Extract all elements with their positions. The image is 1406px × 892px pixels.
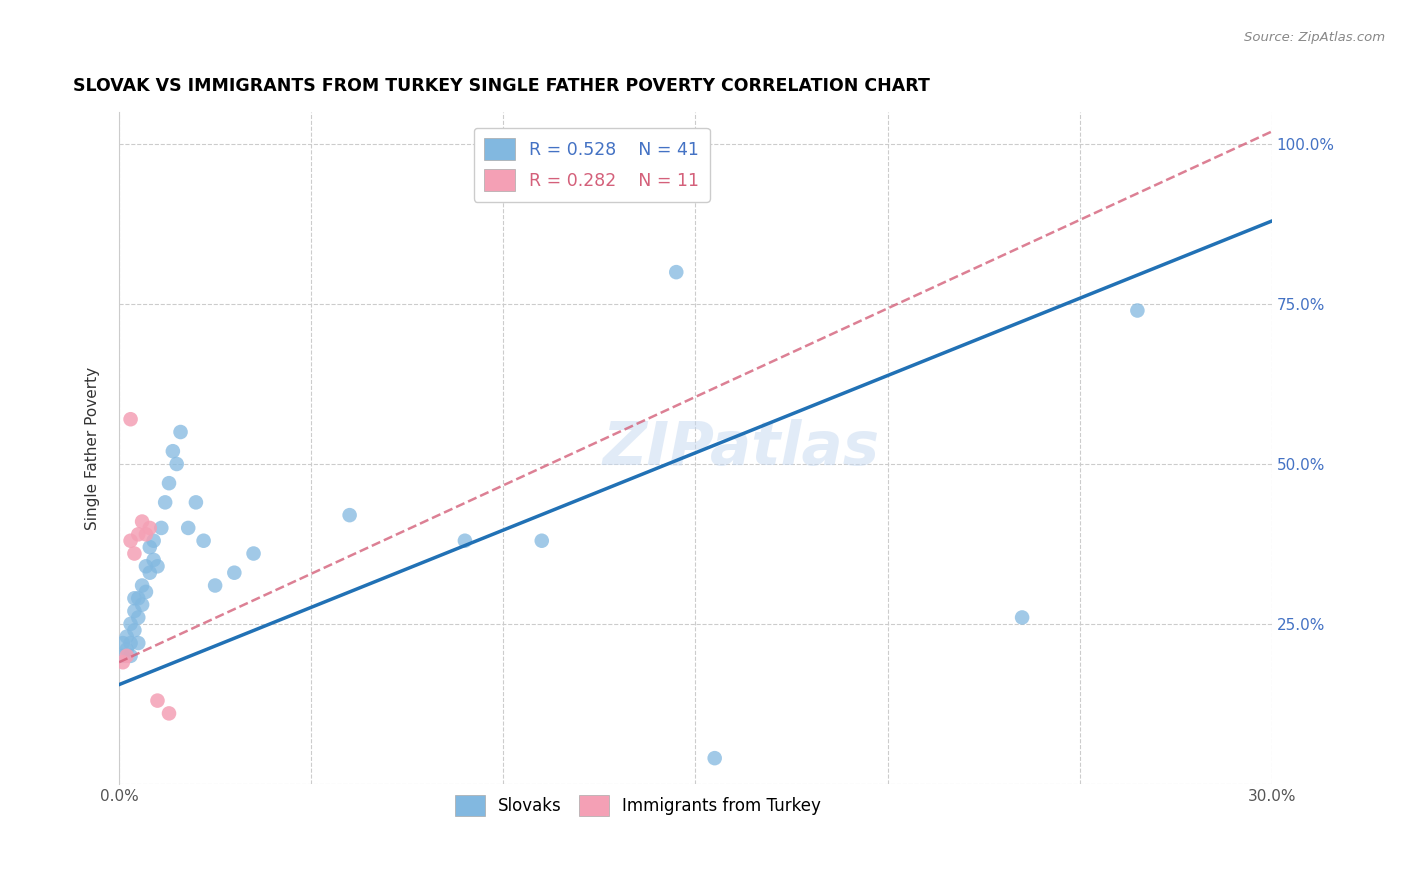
Point (665, 265, 688, 279)
Point (115, 630, 138, 644)
Point (127, 527, 149, 541)
Point (135, 585, 157, 599)
Point (184, 495, 207, 509)
Point (454, 533, 477, 548)
Point (162, 444, 184, 458)
Point (157, 706, 180, 721)
Point (111, 636, 134, 650)
Point (530, 533, 553, 548)
Point (120, 616, 142, 631)
Point (193, 533, 215, 548)
Point (120, 412, 142, 426)
Point (146, 693, 169, 707)
Y-axis label: Single Father Poverty: Single Father Poverty (86, 367, 100, 530)
Point (153, 495, 176, 509)
Point (157, 476, 180, 491)
Point (703, 751, 725, 765)
Point (139, 566, 162, 580)
Point (135, 527, 157, 541)
Point (339, 508, 361, 523)
Point (242, 547, 264, 561)
Point (111, 655, 134, 669)
Point (142, 553, 165, 567)
Legend: Slovaks, Immigrants from Turkey: Slovaks, Immigrants from Turkey (449, 789, 828, 822)
Point (146, 559, 169, 574)
Point (131, 578, 153, 592)
Point (166, 457, 188, 471)
Point (150, 521, 173, 535)
Point (131, 515, 153, 529)
Point (177, 521, 200, 535)
Point (124, 591, 146, 606)
Point (1011, 610, 1033, 624)
Point (204, 578, 226, 592)
Point (139, 540, 162, 554)
Point (120, 533, 142, 548)
Point (135, 559, 157, 574)
Text: ZIPatlas: ZIPatlas (603, 418, 880, 477)
Point (139, 521, 162, 535)
Point (115, 642, 138, 657)
Point (131, 598, 153, 612)
Point (142, 533, 165, 548)
Point (111, 648, 134, 663)
Point (124, 604, 146, 618)
Point (120, 636, 142, 650)
Point (1126, 303, 1149, 318)
Point (127, 591, 149, 606)
Point (169, 425, 191, 439)
Text: Source: ZipAtlas.com: Source: ZipAtlas.com (1244, 31, 1385, 45)
Point (120, 648, 142, 663)
Point (115, 648, 138, 663)
Text: SLOVAK VS IMMIGRANTS FROM TURKEY SINGLE FATHER POVERTY CORRELATION CHART: SLOVAK VS IMMIGRANTS FROM TURKEY SINGLE … (73, 78, 929, 95)
Point (127, 636, 149, 650)
Point (124, 547, 146, 561)
Point (127, 610, 149, 624)
Point (224, 566, 246, 580)
Point (124, 624, 146, 638)
